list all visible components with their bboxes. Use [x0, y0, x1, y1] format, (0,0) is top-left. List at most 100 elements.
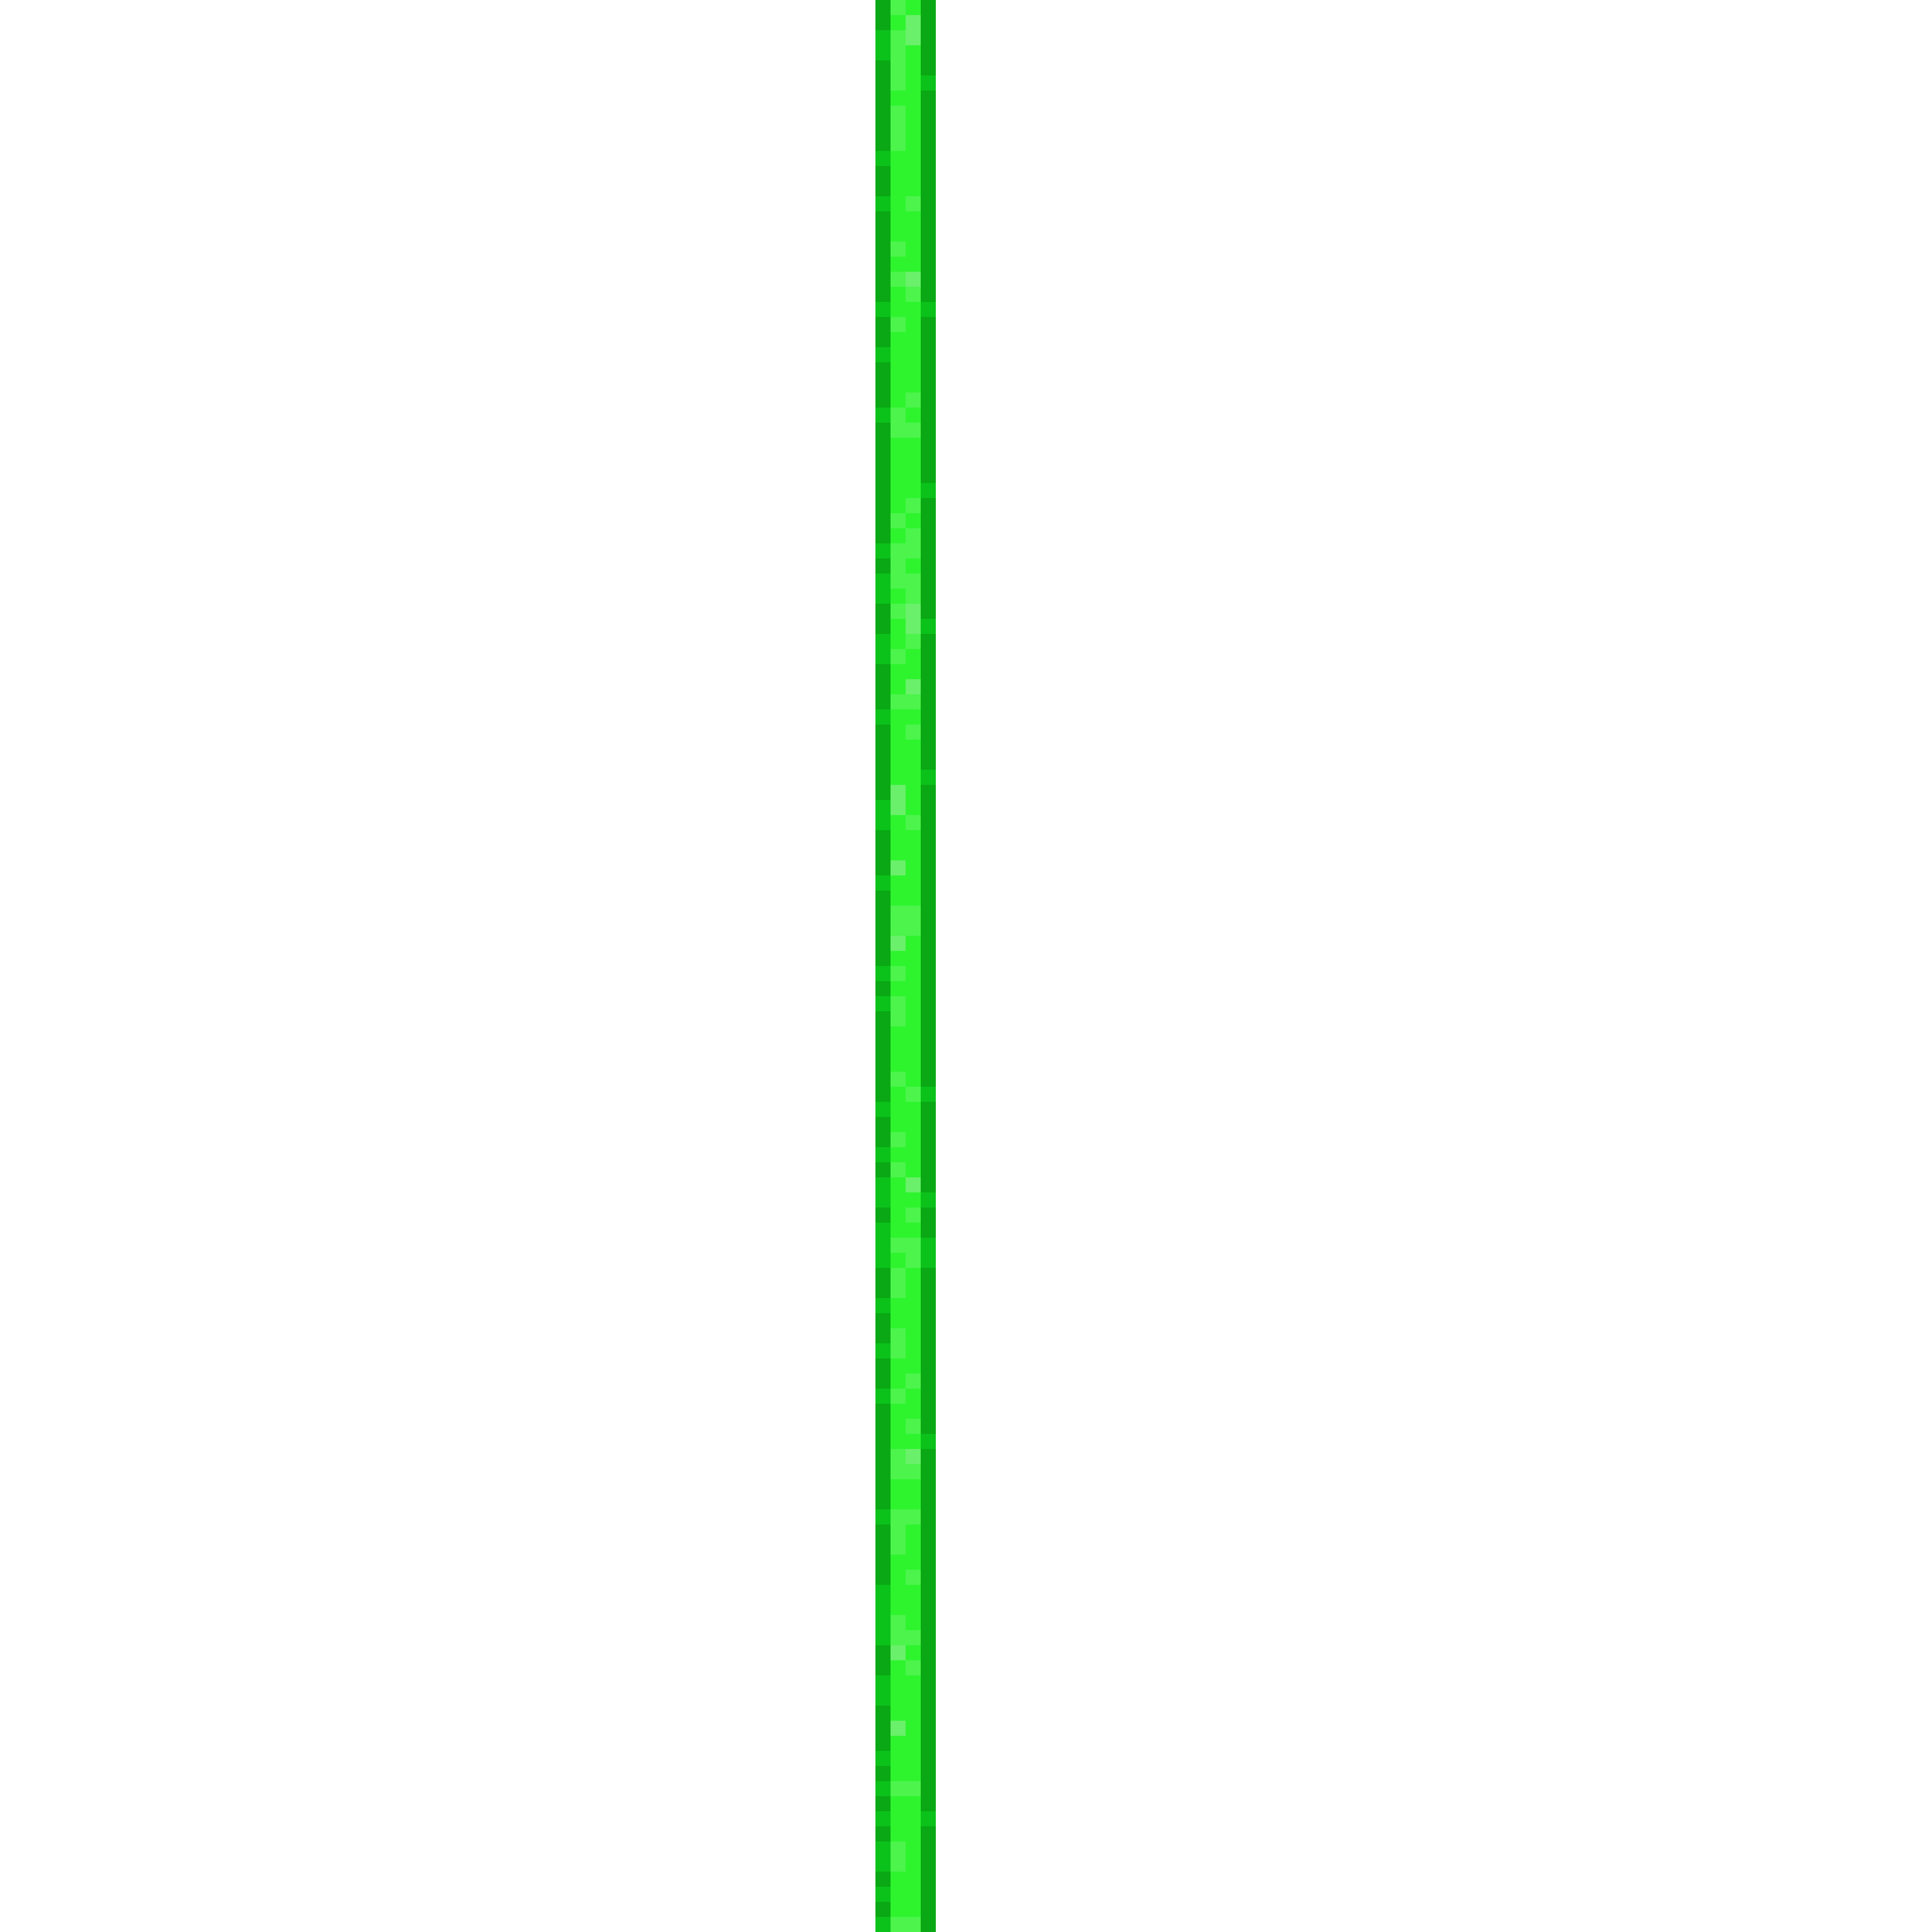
bar-light-cell — [906, 1374, 921, 1389]
bar-highlight-cell — [906, 619, 921, 634]
bar-edge-cell — [875, 1389, 891, 1404]
bar-light-cell — [891, 1524, 906, 1540]
bar-light-cell — [906, 1087, 921, 1102]
bar-highlight-cell — [906, 604, 921, 619]
bar-edge-cell — [875, 302, 891, 317]
bar-light-cell — [906, 528, 921, 543]
bar-light-cell — [891, 106, 906, 121]
bar-light-cell — [891, 1238, 906, 1253]
bar-light-cell — [906, 589, 921, 604]
bar-light-cell — [891, 574, 906, 589]
bar-edge-cell — [921, 75, 936, 91]
bar-light-cell — [891, 543, 906, 558]
bar-edge-cell — [875, 543, 891, 558]
bar-edge-cell — [875, 1585, 891, 1600]
bar-highlight-cell — [891, 936, 906, 951]
bar-highlight-cell — [891, 1645, 906, 1660]
bar-light-cell — [906, 1781, 921, 1796]
bar-light-cell — [891, 1464, 906, 1479]
bar-light-cell — [906, 1419, 921, 1434]
bar-edge-cell — [875, 1841, 891, 1857]
bar-light-cell — [891, 1781, 906, 1796]
bar-edge-cell — [921, 1434, 936, 1449]
bar-light-cell — [891, 966, 906, 981]
bar-light-cell — [906, 1660, 921, 1675]
bar-light-cell — [891, 317, 906, 332]
bar-highlight-cell — [906, 1177, 921, 1192]
bar-light-cell — [906, 694, 921, 709]
bar-light-cell — [891, 1509, 906, 1524]
bar-edge-cell — [875, 875, 891, 891]
bar-edge-cell — [875, 996, 891, 1011]
bar-light-cell — [906, 1253, 921, 1268]
bar-light-cell — [906, 543, 921, 558]
bar-light-cell — [906, 1464, 921, 1479]
bar-edge-cell — [875, 196, 891, 211]
bar-edge-cell — [875, 1223, 891, 1238]
bar-light-cell — [891, 513, 906, 528]
bar-edge-cell — [921, 1192, 936, 1208]
bar-edge-cell — [875, 1630, 891, 1645]
bar-right-edge — [921, 0, 936, 1932]
bar-edge-cell — [875, 1192, 891, 1208]
bar-light-cell — [891, 1449, 906, 1464]
bar-light-cell — [891, 1328, 906, 1343]
bar-light-cell — [891, 1540, 906, 1555]
bar-light-cell — [906, 1208, 921, 1223]
green-pixel-bar-graphic — [875, 0, 936, 1932]
pixel-bar-cells — [875, 0, 936, 1932]
bar-light-cell — [891, 423, 906, 438]
bar-light-cell — [891, 1162, 906, 1177]
bar-light-cell — [906, 724, 921, 740]
bar-light-cell — [906, 196, 921, 211]
bar-light-cell — [906, 921, 921, 936]
bar-edge-cell — [875, 347, 891, 362]
bar-edge-cell — [875, 30, 891, 45]
bar-light-cell — [891, 1132, 906, 1147]
bar-edge-cell — [875, 1615, 891, 1630]
bar-light-cell — [906, 423, 921, 438]
bar-light-cell — [906, 1509, 921, 1524]
bar-light-cell — [891, 1389, 906, 1404]
bar-edge-cell — [875, 1887, 891, 1902]
green-pixel-bar — [875, 0, 936, 1932]
bar-edge-cell — [875, 1917, 891, 1932]
bar-light-cell — [891, 121, 906, 136]
bar-light-cell — [891, 1283, 906, 1298]
bar-light-cell — [891, 1841, 906, 1857]
bar-light-cell — [891, 30, 906, 45]
bar-edge-cell — [875, 709, 891, 724]
bar-edge-cell — [921, 483, 936, 498]
bar-highlight-cell — [906, 1449, 921, 1464]
bar-edge-cell — [875, 574, 891, 589]
bar-highlight-cell — [906, 679, 921, 694]
bar-edge-cell — [921, 770, 936, 785]
bar-edge-cell — [875, 1147, 891, 1162]
bar-edge-cell — [875, 1238, 891, 1253]
bar-edge-cell — [921, 1087, 936, 1102]
bar-edge-cell — [875, 1751, 891, 1766]
bar-light-cell — [891, 694, 906, 709]
bar-light-cell — [906, 574, 921, 589]
bar-edge-cell — [921, 619, 936, 634]
bar-edge-cell — [875, 1509, 891, 1524]
bar-light-cell — [891, 1268, 906, 1283]
bar-light-cell — [906, 815, 921, 830]
bar-edge-cell — [921, 1811, 936, 1826]
bar-edge-cell — [875, 1177, 891, 1192]
bar-light-cell — [891, 1917, 906, 1932]
bar-highlight-cell — [906, 15, 921, 30]
bar-edge-cell — [875, 1102, 891, 1117]
bar-edge-cell — [921, 302, 936, 317]
bar-edge-cell — [875, 649, 891, 664]
bar-highlight-cell — [891, 785, 906, 800]
bar-edge-cell — [875, 408, 891, 423]
bar-light-cell — [891, 272, 906, 287]
bar-highlight-cell — [906, 30, 921, 45]
bar-edge-cell — [921, 1238, 936, 1253]
bar-light-cell — [891, 1615, 906, 1630]
bar-light-cell — [906, 287, 921, 302]
bar-light-cell — [891, 408, 906, 423]
bar-edge-cell — [875, 1253, 891, 1268]
